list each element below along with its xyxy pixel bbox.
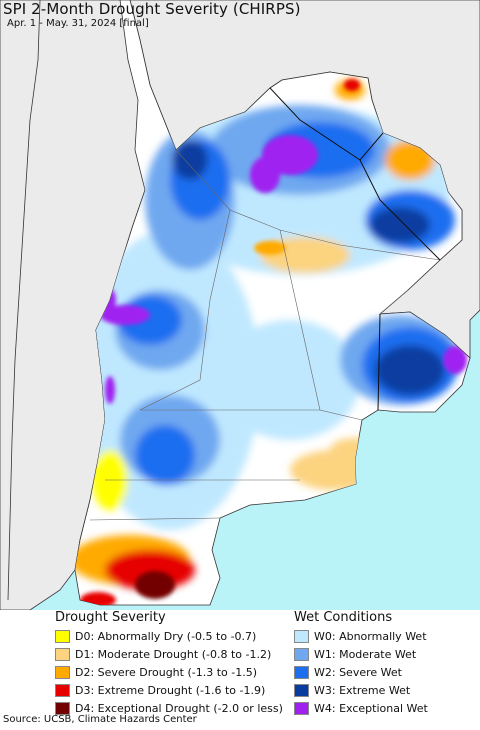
- swatch-w2: [294, 665, 309, 679]
- legend-label-w1: W1: Moderate Wet: [314, 647, 417, 661]
- legend-item-d3: D3: Extreme Drought (-1.6 to -1.9): [55, 681, 283, 699]
- swatch-d0: [55, 629, 70, 643]
- legend-item-d2: D2: Severe Drought (-1.3 to -1.5): [55, 663, 283, 681]
- legend-label-w0: W0: Abnormally Wet: [314, 629, 427, 643]
- legend-item-w4: W4: Exceptional Wet: [294, 699, 428, 717]
- legend-item-w2: W2: Severe Wet: [294, 663, 428, 681]
- map-subtitle: Apr. 1 - May. 31, 2024 [final]: [7, 18, 149, 29]
- legend-item-d4: D4: Exceptional Drought (-2.0 or less): [55, 699, 283, 717]
- legend-item-w3: W3: Extreme Wet: [294, 681, 428, 699]
- legend-label-d2: D2: Severe Drought (-1.3 to -1.5): [75, 665, 258, 679]
- drought-legend-heading: Drought Severity: [55, 610, 166, 625]
- legend-item-w0: W0: Abnormally Wet: [294, 627, 428, 645]
- swatch-w3: [294, 683, 309, 697]
- legend-label-w2: W2: Severe Wet: [314, 665, 402, 679]
- legend-label-d3: D3: Extreme Drought (-1.6 to -1.9): [75, 683, 266, 697]
- drought-map: [0, 0, 480, 610]
- swatch-w4: [294, 701, 309, 715]
- swatch-d2: [55, 665, 70, 679]
- country-borders: [269, 87, 441, 411]
- legend-label-w4: W4: Exceptional Wet: [314, 701, 428, 715]
- swatch-w1: [294, 647, 309, 661]
- legend-item-w1: W1: Moderate Wet: [294, 645, 428, 663]
- swatch-w0: [294, 629, 309, 643]
- swatch-d4: [55, 701, 70, 715]
- swatch-d3: [55, 683, 70, 697]
- map-title: SPI 2-Month Drought Severity (CHIRPS): [3, 0, 301, 18]
- legend-label-d4: D4: Exceptional Drought (-2.0 or less): [75, 701, 283, 715]
- legend-label-w3: W3: Extreme Wet: [314, 683, 411, 697]
- chile-coast: [7, 0, 41, 601]
- wet-legend-heading: Wet Conditions: [294, 610, 393, 625]
- wet-legend: Wet Conditions W0: Abnormally Wet W1: Mo…: [294, 610, 428, 717]
- legend-label-d1: D1: Moderate Drought (-0.8 to -1.2): [75, 647, 272, 661]
- swatch-d1: [55, 647, 70, 661]
- legend-item-d0: D0: Abnormally Dry (-0.5 to -0.7): [55, 627, 283, 645]
- province-borders: [89, 149, 441, 521]
- legend-item-d1: D1: Moderate Drought (-0.8 to -1.2): [55, 645, 283, 663]
- drought-legend: Drought Severity D0: Abnormally Dry (-0.…: [55, 610, 283, 717]
- source-credit: Source: UCSB, Climate Hazards Center: [3, 714, 197, 725]
- legend-label-d0: D0: Abnormally Dry (-0.5 to -0.7): [75, 629, 257, 643]
